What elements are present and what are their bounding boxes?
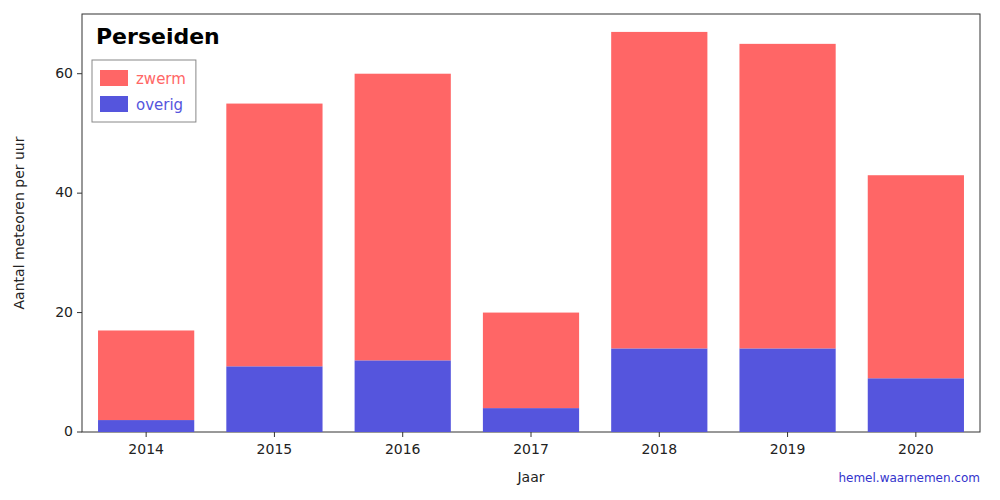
x-axis-label: Jaar: [516, 469, 544, 485]
x-tick: [531, 432, 532, 437]
x-tick-label: 2015: [257, 441, 293, 457]
bar-segment: [98, 330, 194, 420]
bar-segment: [355, 360, 451, 432]
bar-segment: [226, 104, 322, 367]
watermark: hemel.waarnemen.com: [838, 471, 980, 485]
x-tick-label: 2016: [385, 441, 421, 457]
y-tick: [77, 312, 82, 313]
chart-title: Perseiden: [96, 24, 220, 49]
legend-label: overig: [136, 96, 183, 114]
bar-segment: [483, 408, 579, 432]
x-tick-label: 2020: [898, 441, 934, 457]
x-tick: [659, 432, 660, 437]
y-tick: [77, 432, 82, 433]
y-tick-label: 0: [64, 423, 73, 439]
bar-segment: [868, 378, 964, 432]
bar-segment: [739, 348, 835, 432]
x-tick: [787, 432, 788, 437]
axes: 0 20 40 60 2014 2015 2016 2017 2018 2019 2020: [55, 14, 980, 457]
y-tick: [77, 73, 82, 74]
chart-container: 0 20 40 60 2014 2015 2016 2017 2018 2019 2020 Jaar A…: [0, 0, 1000, 500]
x-tick-label: 2018: [641, 441, 677, 457]
y-tick-label: 40: [55, 184, 73, 200]
bar-segment: [868, 175, 964, 378]
legend-label: zwerm: [136, 70, 186, 88]
y-tick: [77, 193, 82, 194]
legend: zwerm overig: [92, 60, 196, 122]
bar-segment: [483, 313, 579, 409]
bar-segment: [98, 420, 194, 432]
bar-segment: [355, 74, 451, 361]
bar-segment: [611, 32, 707, 348]
x-tick-label: 2014: [128, 441, 164, 457]
bars: [98, 32, 964, 432]
bar-segment: [739, 44, 835, 349]
x-tick: [915, 432, 916, 437]
bar-segment: [226, 366, 322, 432]
chart-svg: 0 20 40 60 2014 2015 2016 2017 2018 2019 2020 Jaar A…: [0, 0, 1000, 500]
x-tick: [274, 432, 275, 437]
y-axis-label: Aantal meteoren per uur: [11, 136, 27, 309]
bar-segment: [611, 348, 707, 432]
x-tick-label: 2017: [513, 441, 549, 457]
plot-frame: [82, 14, 980, 432]
y-tick-label: 20: [55, 304, 73, 320]
legend-box: [92, 60, 196, 122]
x-tick-label: 2019: [770, 441, 806, 457]
legend-swatch: [100, 96, 128, 112]
x-tick: [402, 432, 403, 437]
y-tick-label: 60: [55, 65, 73, 81]
x-tick: [146, 432, 147, 437]
legend-swatch: [100, 70, 128, 86]
